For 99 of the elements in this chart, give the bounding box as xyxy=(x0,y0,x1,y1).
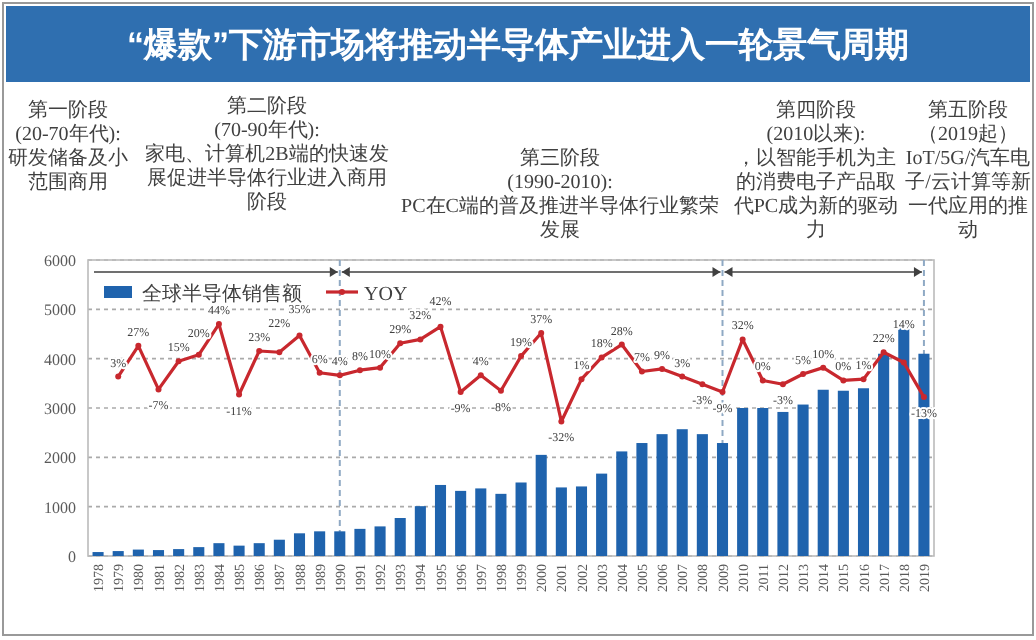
point xyxy=(236,391,243,398)
text: ，以智能手机为主的消费电子产品取代PC成为新的驱动力 xyxy=(732,148,900,244)
bar xyxy=(455,490,467,556)
bar xyxy=(857,388,870,556)
y-tick-label: 6000 xyxy=(44,252,76,270)
point xyxy=(538,330,545,337)
text: (70-90年代): xyxy=(212,120,322,143)
bar xyxy=(777,411,789,556)
y-tick-label: 4000 xyxy=(44,350,76,369)
point xyxy=(578,376,585,383)
bar xyxy=(797,404,809,556)
point xyxy=(739,336,746,343)
point xyxy=(618,341,625,348)
point xyxy=(397,340,404,347)
point xyxy=(840,377,847,384)
text: （2019起） xyxy=(916,124,1020,147)
bar xyxy=(213,543,225,556)
bar xyxy=(878,353,890,556)
text: (2010以来): xyxy=(764,124,868,147)
bar xyxy=(193,547,205,556)
y-tick-label: 0 xyxy=(68,548,76,566)
chart-title: “爆款”下游市场将推动半导体产业进入一轮景气周期 xyxy=(127,26,909,64)
bar xyxy=(757,408,769,556)
bar xyxy=(737,408,749,556)
point xyxy=(820,364,827,371)
point xyxy=(699,381,706,388)
text: 第四阶段 xyxy=(774,100,858,123)
bar xyxy=(434,484,447,556)
bar xyxy=(394,518,406,556)
y-tick-label: 5000 xyxy=(44,301,76,320)
point xyxy=(880,349,887,356)
legend-label: 全球半导体销售额 xyxy=(142,282,302,306)
text: 第一阶段 xyxy=(26,100,110,124)
bar xyxy=(555,487,567,556)
bar xyxy=(495,493,507,556)
bar xyxy=(656,434,668,556)
legend-label: YOY xyxy=(364,284,408,306)
point xyxy=(336,372,343,379)
bar xyxy=(596,473,608,556)
bar xyxy=(636,443,648,556)
point xyxy=(175,358,182,365)
bar xyxy=(253,543,265,556)
point xyxy=(195,351,202,358)
bar xyxy=(233,545,245,556)
bar xyxy=(837,390,849,556)
point xyxy=(276,349,283,356)
bar xyxy=(314,531,326,556)
bar xyxy=(535,454,547,556)
bar xyxy=(273,539,285,556)
point xyxy=(638,368,645,375)
text: PC在C端的普及推进半导体行业繁荣发展 xyxy=(399,196,721,244)
text: IoT/5G/汽车电子/云计算等新一代应用的推动 xyxy=(904,148,1032,244)
point xyxy=(115,373,122,380)
point xyxy=(417,336,424,343)
point xyxy=(900,359,907,366)
point xyxy=(155,386,162,393)
bar xyxy=(293,533,306,556)
bar xyxy=(676,429,688,556)
point xyxy=(779,381,786,388)
bar xyxy=(414,506,426,556)
bar xyxy=(716,443,729,556)
bar xyxy=(696,434,708,556)
bar xyxy=(132,549,144,556)
point xyxy=(377,364,384,371)
y-tick-label: 1000 xyxy=(44,498,76,517)
bar xyxy=(817,389,829,556)
point xyxy=(679,373,686,380)
point xyxy=(356,367,363,374)
point xyxy=(497,387,504,394)
point xyxy=(759,377,766,384)
text: 研发储备及小范围商用 xyxy=(6,148,130,196)
bar xyxy=(354,528,366,556)
point xyxy=(598,354,605,361)
point xyxy=(457,388,464,395)
point xyxy=(477,372,484,379)
bar xyxy=(173,549,185,556)
point xyxy=(437,323,444,330)
y-tick-label: 2000 xyxy=(44,449,76,468)
bar xyxy=(575,486,588,556)
y-tick-label: 3000 xyxy=(44,400,76,418)
bar xyxy=(616,451,628,556)
bar xyxy=(374,526,386,556)
point xyxy=(135,342,142,349)
text: 第三阶段 xyxy=(518,148,602,172)
bar xyxy=(152,550,165,556)
text: 第五阶段 xyxy=(926,100,1010,123)
point xyxy=(316,369,323,376)
point xyxy=(719,388,726,395)
bar xyxy=(515,482,527,556)
point xyxy=(860,376,867,383)
bar xyxy=(475,488,487,556)
text: 第二阶段 xyxy=(225,96,309,120)
text: (1990-2010): xyxy=(505,172,615,195)
point xyxy=(558,418,565,425)
point xyxy=(296,332,303,339)
bar xyxy=(334,531,346,556)
text: (20-70年代): xyxy=(13,124,123,147)
bar xyxy=(898,325,910,556)
text: 家电、计算机2B端的快速发展促进半导体行业进入商用阶段 xyxy=(144,144,390,216)
